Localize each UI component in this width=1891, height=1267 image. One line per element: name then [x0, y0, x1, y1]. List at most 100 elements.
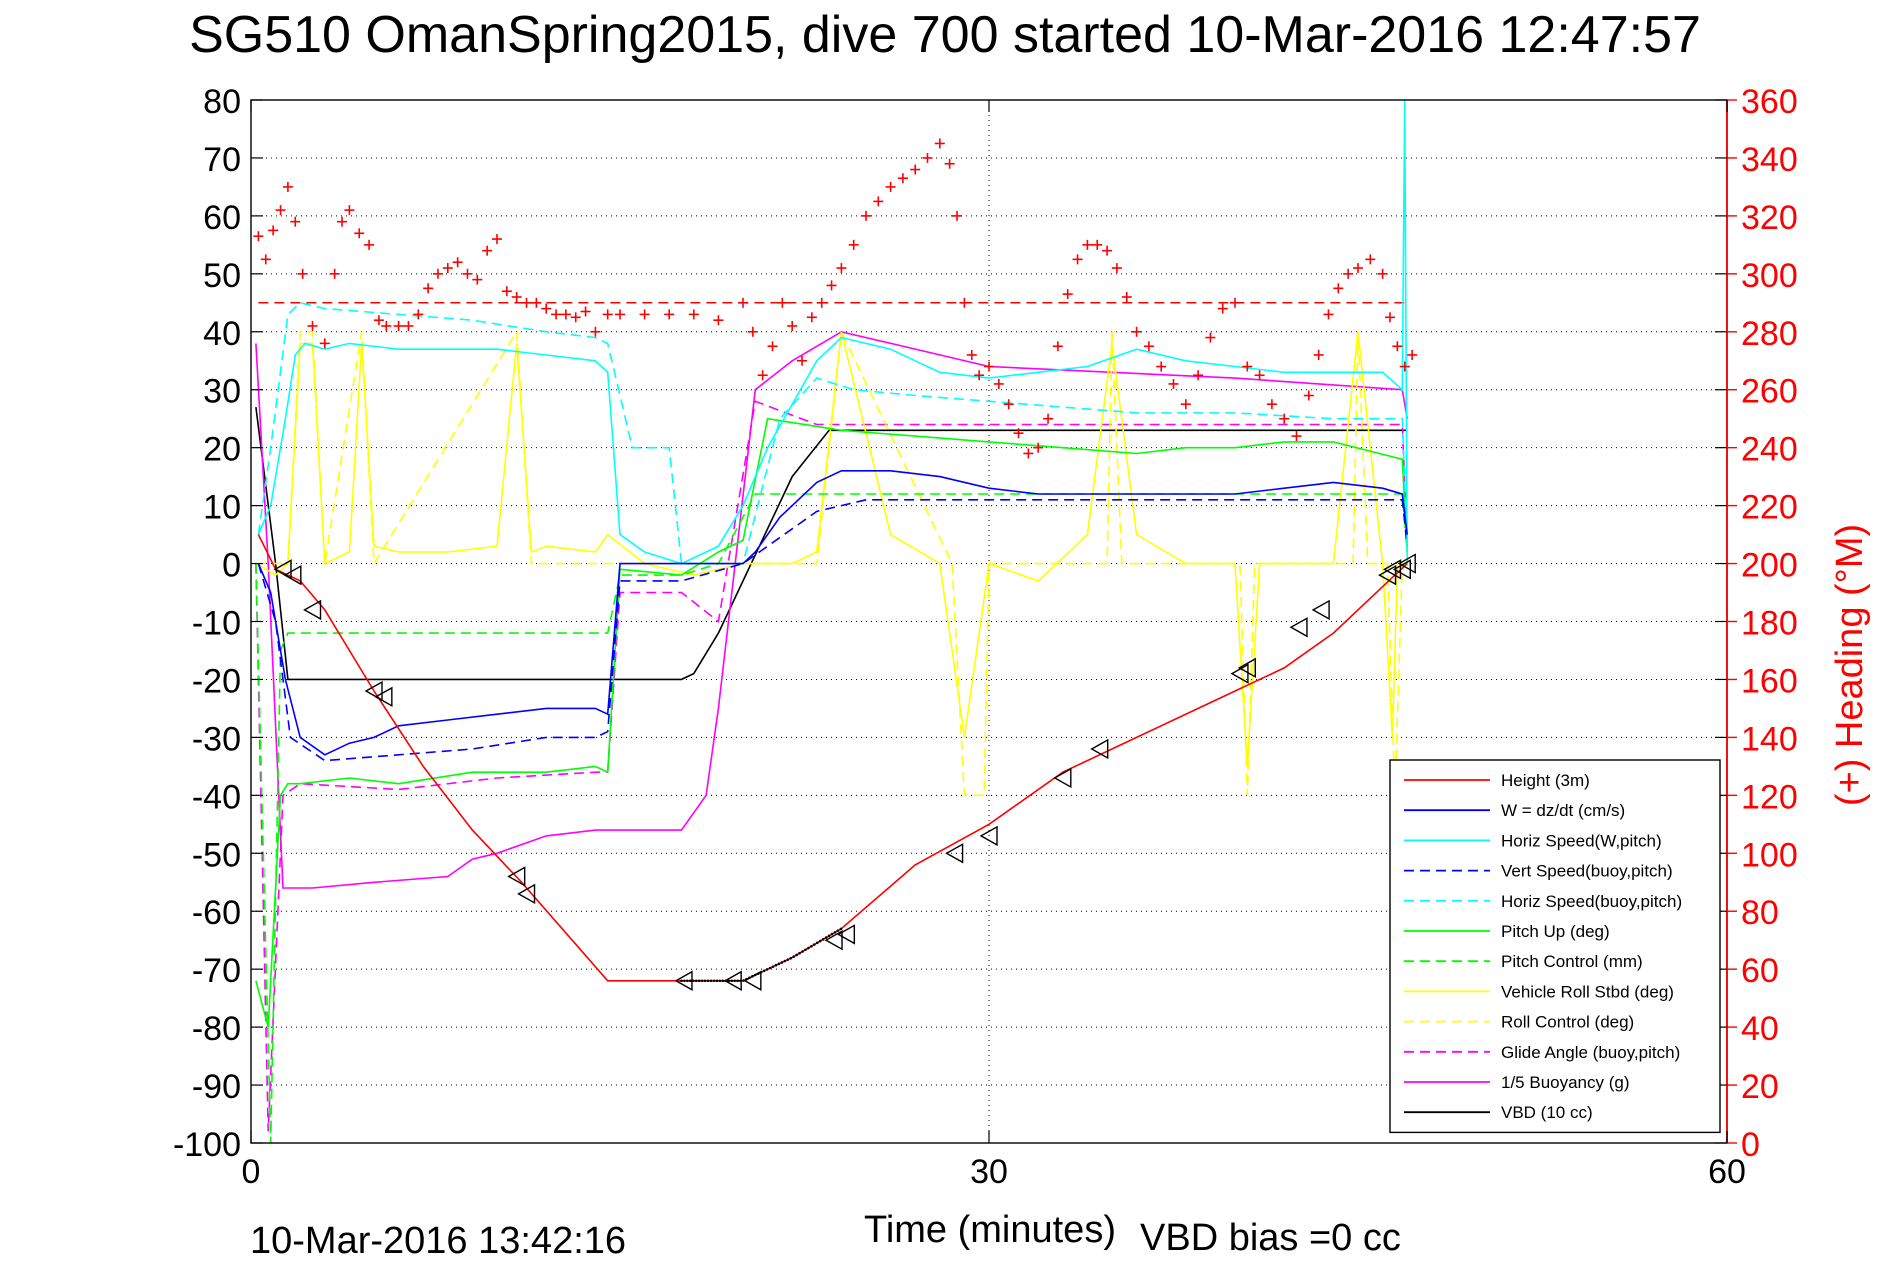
height-sample-dot [768, 966, 772, 970]
heading-marker [413, 309, 424, 320]
x-axis-label: Time (minutes) [864, 1209, 1116, 1251]
height-sample-dot [700, 979, 704, 983]
heading-marker [1242, 361, 1253, 372]
heading-marker [307, 320, 318, 331]
heading-marker [511, 292, 522, 303]
heading-marker [861, 210, 871, 221]
height-sample-dot [830, 932, 834, 936]
heading-marker [381, 320, 392, 331]
y2-tick-label: 160 [1741, 662, 1798, 700]
triangle-marker [1311, 599, 1330, 621]
triangle-marker [1383, 559, 1402, 580]
height-sample-dot [718, 979, 722, 983]
height-sample-dot [815, 941, 819, 945]
heading-marker [1143, 341, 1154, 352]
heading-marker [1291, 431, 1302, 442]
height-sample-dot [818, 939, 822, 943]
heading-marker [1407, 349, 1418, 360]
heading-marker [521, 297, 532, 308]
heading-marker [1303, 390, 1314, 401]
height-sample-dot [697, 979, 701, 983]
y-tick-label: -10 [192, 605, 241, 643]
heading-marker [393, 320, 404, 331]
y2-tick-label: 0 [1741, 1126, 1760, 1164]
heading-marker [1023, 448, 1034, 459]
heading-marker [1333, 283, 1344, 294]
height-sample-dot [694, 979, 698, 983]
y-tick-label: 0 [222, 547, 241, 585]
heading-marker [922, 152, 933, 163]
heading-marker [910, 164, 921, 175]
y-tick-label: -60 [192, 894, 241, 932]
heading-marker [966, 349, 977, 360]
heading-marker [551, 309, 562, 320]
height-sample-dot [736, 979, 739, 983]
height-sample-dot [789, 956, 793, 960]
height-sample-dot [801, 950, 804, 953]
series-line-vert-speed-buoy-pitch [257, 498, 1408, 762]
legend-label: 1/5 Buoyancy (g) [1501, 1073, 1630, 1092]
height-sample-dot [727, 979, 731, 983]
heading-marker [1365, 254, 1376, 265]
triangle-marker [1090, 738, 1109, 760]
height-sample-dot [821, 938, 825, 941]
heading-marker [1313, 349, 1324, 360]
height-sample-dot [689, 979, 692, 983]
heading-marker [1384, 312, 1395, 323]
heading-marker [290, 216, 301, 227]
heading-marker [747, 326, 758, 337]
heading-marker [738, 297, 748, 308]
series-line-1-5-buoyancy-g [255, 330, 1408, 889]
triangle-marker [1397, 553, 1416, 574]
heading-marker [1168, 378, 1179, 389]
legend-label: Vert Speed(buoy,pitch) [1501, 862, 1673, 881]
heading-marker [1266, 399, 1277, 410]
heading-marker [1102, 245, 1113, 256]
y2-tick-label: 20 [1741, 1068, 1779, 1106]
heading-marker [974, 370, 985, 381]
heading-marker [688, 309, 699, 320]
heading-marker [1353, 263, 1363, 274]
y-tick-label: 60 [203, 199, 241, 237]
heading-marker [797, 355, 808, 366]
heading-marker [373, 315, 384, 326]
height-sample-dot [798, 951, 801, 955]
legend-label: Horiz Speed(W,pitch) [1501, 831, 1662, 850]
heading-marker [319, 338, 330, 349]
heading-marker [580, 306, 591, 317]
triangle-marker [1053, 767, 1072, 789]
heading-marker [757, 370, 768, 381]
height-sample-dot [730, 979, 733, 983]
triangle-marker [979, 825, 998, 847]
height-sample-dot [780, 961, 784, 964]
heading-marker [952, 210, 963, 221]
series-line-pitch-up-deg [255, 417, 1408, 1028]
y-tick-label: -40 [192, 778, 241, 816]
heading-marker [959, 297, 970, 308]
heading-marker [1131, 326, 1142, 337]
height-sample-dot [709, 979, 713, 983]
y2-tick-label: 100 [1741, 836, 1798, 874]
height-sample-dot [721, 979, 725, 983]
heading-marker [1193, 370, 1204, 381]
heading-marker [482, 245, 493, 256]
height-sample-dot [762, 969, 766, 973]
heading-marker [275, 205, 286, 216]
heading-marker [984, 361, 994, 372]
y2-tick-label: 180 [1741, 605, 1798, 643]
triangle-marker [1289, 617, 1308, 638]
y-tick-label: 40 [203, 315, 241, 353]
height-sample-dot [703, 979, 707, 983]
heading-marker [531, 297, 542, 308]
legend-label: VBD (10 cc) [1501, 1103, 1593, 1122]
heading-marker [1072, 254, 1083, 265]
triangle-marker [374, 686, 393, 708]
series-line-horiz-speed-w-pitch [257, 99, 1408, 565]
legend-label: Vehicle Roll Stbd (deg) [1501, 982, 1674, 1001]
heading-marker [472, 274, 483, 285]
heading-marker [452, 257, 463, 268]
height-sample-dot [810, 944, 813, 948]
y-tick-label: 10 [203, 489, 241, 527]
